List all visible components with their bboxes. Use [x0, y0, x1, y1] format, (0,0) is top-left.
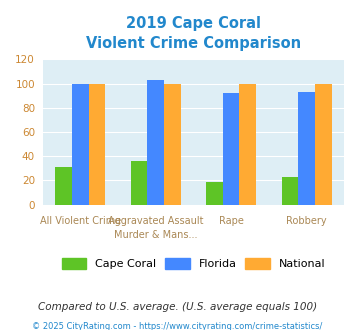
Bar — [223, 93, 240, 205]
Text: All Violent Crime: All Violent Crime — [40, 216, 121, 226]
Bar — [315, 83, 332, 205]
Text: Rape: Rape — [219, 216, 244, 226]
Bar — [55, 167, 72, 205]
Legend: Cape Coral, Florida, National: Cape Coral, Florida, National — [57, 254, 330, 274]
Bar — [131, 161, 147, 205]
Bar — [72, 83, 89, 205]
Bar — [282, 177, 298, 205]
Bar — [206, 182, 223, 205]
Bar — [298, 92, 315, 205]
Text: Compared to U.S. average. (U.S. average equals 100): Compared to U.S. average. (U.S. average … — [38, 302, 317, 312]
Text: © 2025 CityRating.com - https://www.cityrating.com/crime-statistics/: © 2025 CityRating.com - https://www.city… — [32, 322, 323, 330]
Text: Aggravated Assault: Aggravated Assault — [108, 216, 203, 226]
Text: Robbery: Robbery — [286, 216, 327, 226]
Bar — [240, 83, 256, 205]
Bar — [147, 80, 164, 205]
Text: Murder & Mans...: Murder & Mans... — [114, 230, 197, 240]
Title: 2019 Cape Coral
Violent Crime Comparison: 2019 Cape Coral Violent Crime Comparison — [86, 16, 301, 51]
Bar — [164, 83, 181, 205]
Bar — [89, 83, 105, 205]
